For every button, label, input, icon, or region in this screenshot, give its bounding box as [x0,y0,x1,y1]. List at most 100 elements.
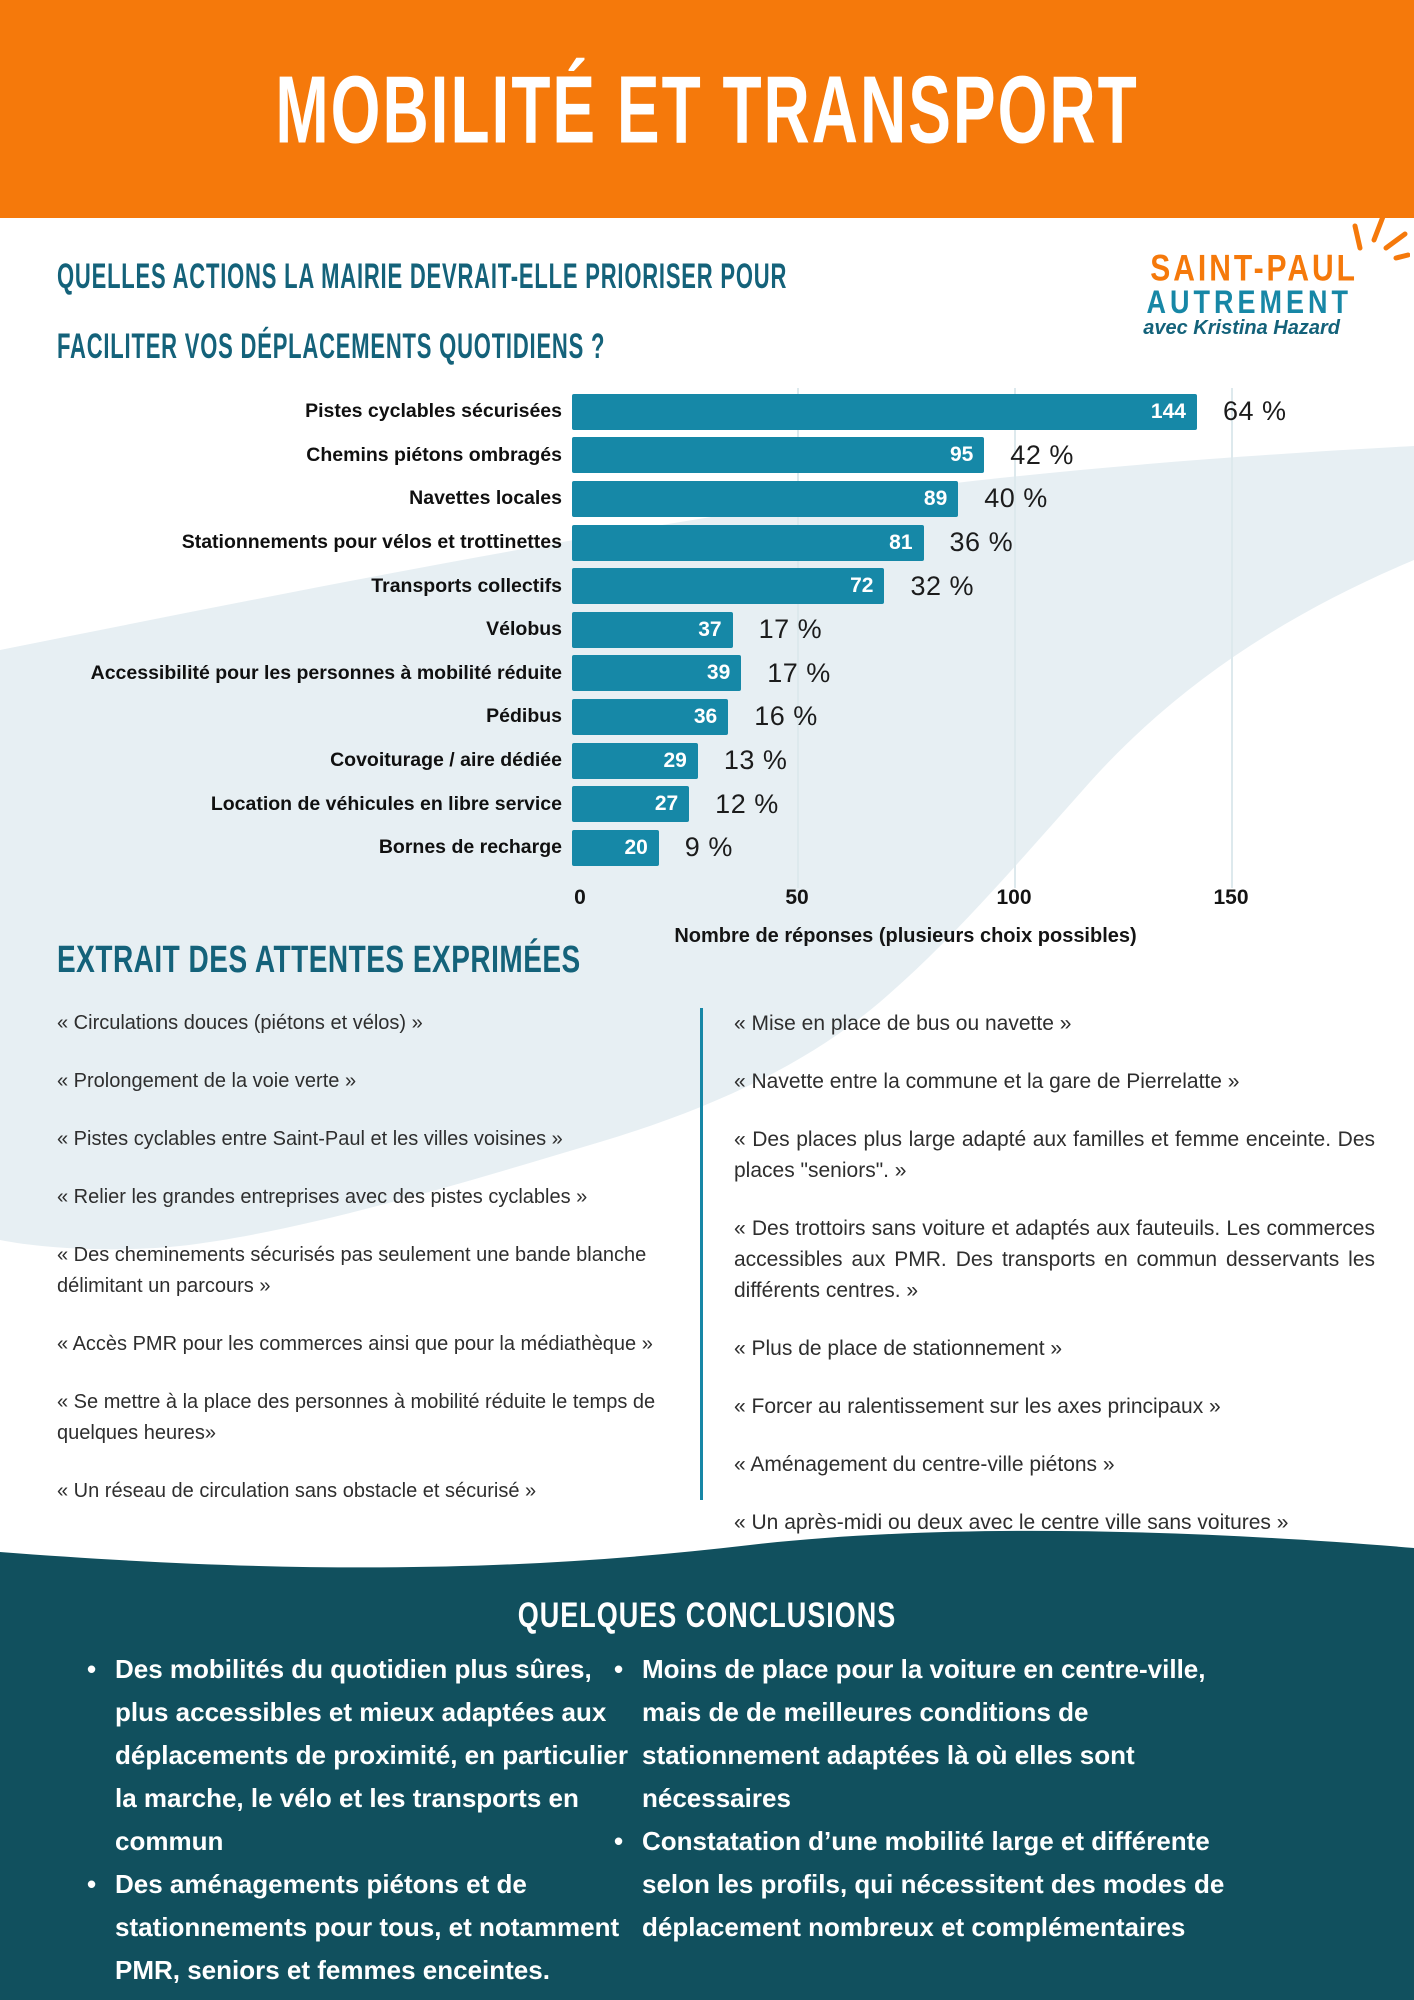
quotes-column-right: « Mise en place de bus ou navette » « Nav… [734,1008,1375,1565]
bar-value-label: 81 [889,530,913,554]
survey-question-line-2: FACILITER VOS DÉPLACEMENTS QUOTIDIENS ? [57,326,606,366]
chart-row: Stationnements pour vélos et trottinette… [0,521,1340,565]
bar: 144 [572,393,1197,430]
bar-percent-label: 36 % [949,527,1014,558]
header-band [0,0,1414,218]
x-axis-tick: 100 [996,886,1032,909]
bar: 36 [572,698,729,735]
chart-row: Location de véhicules en libre service 27… [0,782,1340,826]
bar-category-label: Bornes de recharge [378,836,562,859]
bar-category-label: Chemins piétons ombragés [306,443,562,466]
quote-item: « Aménagement du centre-ville piétons » [734,1453,1115,1476]
bar-percent-label: 42 % [1010,439,1074,470]
bar: 29 [572,742,698,779]
bar-area: 72 32 % [572,568,1340,605]
logo-autrement: AUTREMENT [1146,284,1352,320]
logo-saint-paul: SAINT-PAUL [1150,248,1358,290]
bar-percent-label: 16 % [754,701,818,732]
bar-percent-label: 17 % [758,614,823,645]
quote-item: « Un après-midi ou deux avec le centre v… [734,1511,1289,1534]
bar-area: 27 12 % [572,786,1340,823]
quote-item: « Se mettre à la place des personnes à m… [57,1391,656,1444]
quote-item: « Relier les grandes entreprises avec de… [57,1186,588,1208]
bar-area: 95 42 % [572,437,1340,474]
bar-value-label: 20 [624,835,648,859]
bar-value-label: 89 [923,486,948,510]
quotes-section-title: EXTRAIT DES ATTENTES EXPRIMÉES [57,938,581,980]
bar-percent-label: 12 % [715,788,779,819]
bar-value-label: 36 [693,704,718,728]
chart-row: Chemins piétons ombragés 95 42 % [0,434,1340,478]
bar: 37 [572,611,733,648]
quote-item: « Des places plus large adapté aux famil… [734,1128,1375,1182]
chart-row: Vélobus 37 17 % [0,608,1340,652]
bar-value-label: 37 [698,617,722,641]
bar-value-label: 95 [949,443,974,467]
bar-category-label: Covoiturage / aire dédiée [330,749,562,772]
bar-area: 37 17 % [572,611,1340,648]
bar-percent-label: 13 % [723,745,788,776]
chart-row: Pistes cyclables sécurisées 144 64 % [0,390,1340,434]
survey-question-line-1: QUELLES ACTIONS LA MAIRIE DEVRAIT-ELLE P… [57,256,788,296]
bar-percent-label: 32 % [910,570,975,601]
bar-category-label: Navettes locales [409,487,562,510]
bar-area: 144 64 % [572,393,1340,430]
bar: 27 [572,786,690,823]
bar-value-label: 144 [1150,399,1186,423]
bar-percent-label: 64 % [1222,396,1287,427]
x-axis-tick: 50 [785,886,809,909]
chart-row: Bornes de recharge 20 9 % [0,826,1340,870]
bar-value-label: 72 [850,574,874,598]
sparkle-icon [1352,211,1410,261]
conclusion-item: Moins de place pour la voiture en centre… [612,1648,1230,1820]
conclusion-item: Constatation d’une mobilité large et dif… [612,1820,1230,1949]
bar-area: 36 16 % [572,698,1340,735]
quotes-column-left: « Circulations douces (piétons et vélos)… [57,1008,657,1534]
bar-area: 29 13 % [572,742,1340,779]
chart-x-axis-ticks: 0 50 100 150 [574,886,1280,914]
conclusions-title: QUELQUES CONCLUSIONS [517,1596,897,1635]
bar-area: 81 36 % [572,524,1340,561]
bar-percent-label: 40 % [984,483,1048,514]
chart-row: Transports collectifs 72 32 % [0,564,1340,608]
bar-area: 39 17 % [572,655,1340,692]
quote-item: « Forcer au ralentissement sur les axes … [734,1395,1221,1418]
x-axis-tick: 150 [1213,886,1249,909]
bar-percent-label: 9 % [684,832,733,863]
quote-item: « Plus de place de stationnement » [734,1337,1063,1360]
bar-value-label: 39 [706,661,731,685]
chart-rows: Pistes cyclables sécurisées 144 64 % Chemin… [0,390,1340,870]
quote-item: « Des cheminements sécurisés pas seuleme… [57,1244,647,1297]
quote-item: « Prolongement de la voie verte » [57,1070,357,1092]
bar: 95 [572,437,985,474]
bar-category-label: Vélobus [486,618,562,641]
chart-row: Navettes locales 89 40 % [0,477,1340,521]
chart-x-axis-label: Nombre de réponses (plusieurs choix poss… [674,925,1137,947]
quote-item: « Accès PMR pour les commerces ainsi que… [57,1333,653,1355]
bar-value-label: 29 [663,748,687,772]
bar: 89 [572,480,959,517]
bar-percent-label: 17 % [767,657,831,688]
bar-category-label: Pistes cyclables sécurisées [305,400,562,423]
conclusions-list-right: Moins de place pour la voiture en centre… [612,1648,1230,1949]
quote-item: « Des trottoirs sans voiture et adaptés … [734,1217,1375,1302]
bar-category-label: Accessibilité pour les personnes à mobil… [90,661,562,684]
bar-category-label: Location de véhicules en libre service [210,792,562,815]
quote-item: « Mise en place de bus ou navette » [734,1012,1072,1035]
bar-area: 89 40 % [572,480,1340,517]
bar-category-label: Pédibus [486,705,562,728]
conclusion-item: Des mobilités du quotidien plus sûres, p… [85,1648,633,1863]
quote-item: « Pistes cyclables entre Saint-Paul et l… [57,1128,563,1150]
bar: 39 [572,655,742,692]
conclusions-list-left: Des mobilités du quotidien plus sûres, p… [85,1648,633,1992]
bar-category-label: Stationnements pour vélos et trottinette… [181,531,562,554]
bar: 72 [572,568,885,605]
quote-item: « Circulations douces (piétons et vélos)… [57,1012,423,1034]
chart-row: Pédibus 36 16 % [0,695,1340,739]
chart-row: Covoiturage / aire dédiée 29 13 % [0,739,1340,783]
bar: 20 [572,829,659,866]
quotes-column-divider [700,1008,703,1500]
chart-row: Accessibilité pour les personnes à mobil… [0,652,1340,696]
bar-area: 20 9 % [572,829,1340,866]
